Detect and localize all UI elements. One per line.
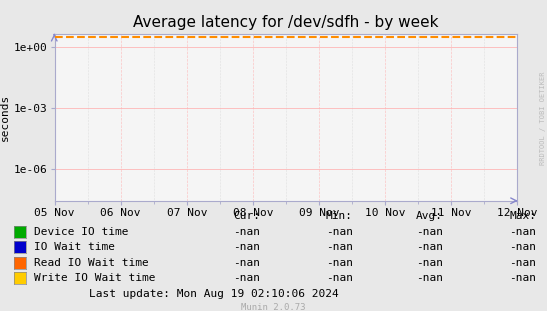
Text: -nan: -nan (509, 273, 536, 283)
Text: -nan: -nan (326, 258, 353, 268)
Text: -nan: -nan (233, 227, 260, 237)
Text: -nan: -nan (509, 258, 536, 268)
Text: Last update: Mon Aug 19 02:10:06 2024: Last update: Mon Aug 19 02:10:06 2024 (89, 289, 339, 299)
Text: -nan: -nan (326, 273, 353, 283)
Text: -nan: -nan (326, 227, 353, 237)
Text: Munin 2.0.73: Munin 2.0.73 (241, 303, 306, 311)
Text: Cur:: Cur: (233, 211, 260, 221)
Text: -nan: -nan (233, 242, 260, 252)
Text: -nan: -nan (509, 242, 536, 252)
Text: RRDTOOL / TOBI OETIKER: RRDTOOL / TOBI OETIKER (540, 72, 546, 165)
Text: -nan: -nan (233, 258, 260, 268)
Text: -nan: -nan (326, 242, 353, 252)
Text: Device IO time: Device IO time (34, 227, 129, 237)
Text: IO Wait time: IO Wait time (34, 242, 115, 252)
Y-axis label: seconds: seconds (0, 94, 10, 141)
Text: Avg:: Avg: (416, 211, 443, 221)
Text: -nan: -nan (416, 227, 443, 237)
Title: Average latency for /dev/sdfh - by week: Average latency for /dev/sdfh - by week (133, 15, 439, 30)
Text: Write IO Wait time: Write IO Wait time (34, 273, 155, 283)
Text: -nan: -nan (233, 273, 260, 283)
Text: Read IO Wait time: Read IO Wait time (34, 258, 149, 268)
Text: -nan: -nan (416, 273, 443, 283)
Text: Max:: Max: (509, 211, 536, 221)
Text: Min:: Min: (326, 211, 353, 221)
Text: -nan: -nan (509, 227, 536, 237)
Text: -nan: -nan (416, 258, 443, 268)
Text: -nan: -nan (416, 242, 443, 252)
